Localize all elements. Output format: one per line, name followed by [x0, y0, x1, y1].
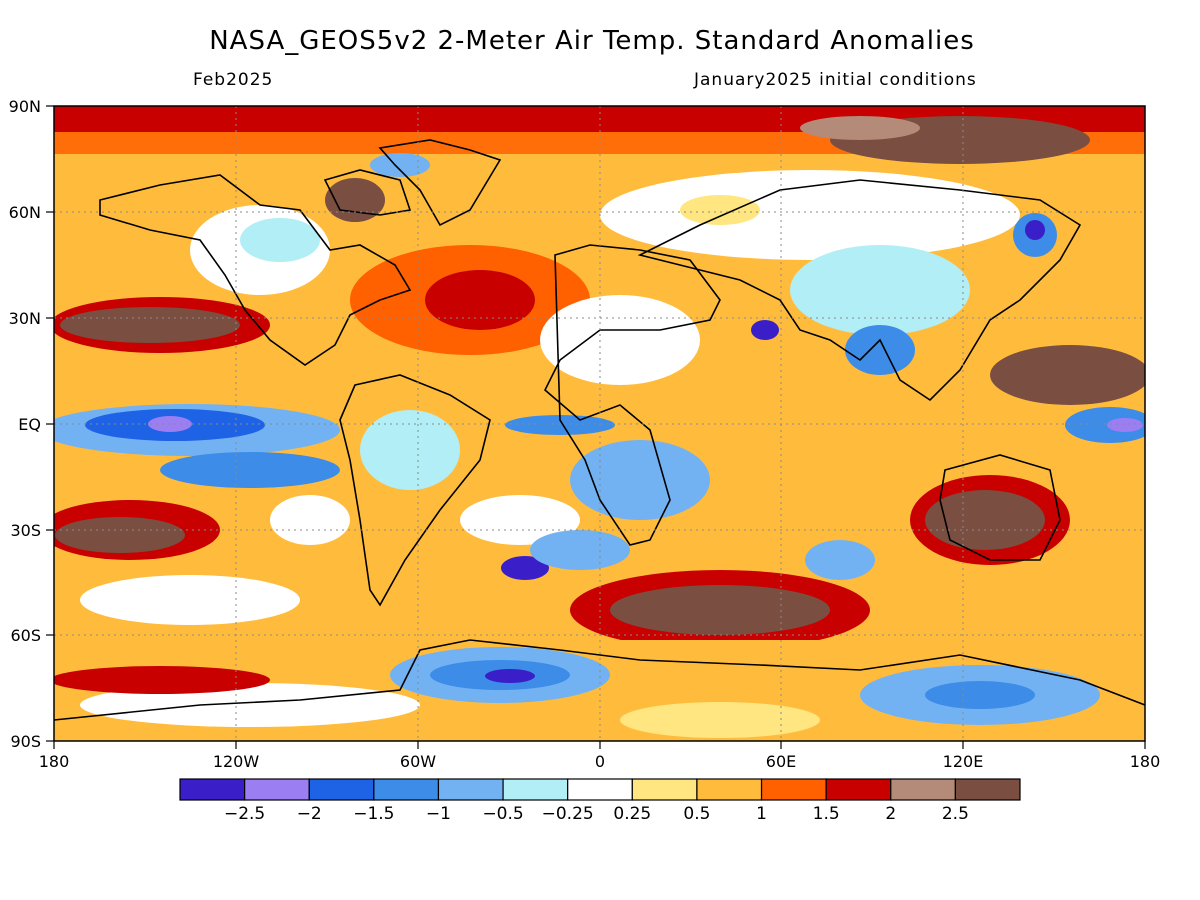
graticule — [54, 106, 1145, 741]
colorbar-label: −2.5 — [224, 804, 265, 824]
lat-tick-label: 90N — [9, 97, 41, 116]
colorbar-label: 2 — [885, 804, 896, 824]
colorbar-swatch — [890, 778, 956, 801]
map-title: NASA_GEOS5v2 2-Meter Air Temp. Standard … — [209, 26, 975, 56]
colorbar-swatch — [308, 778, 375, 801]
lat-tick-label: 30S — [10, 521, 41, 540]
colorbar-label: 0.5 — [683, 804, 710, 824]
colorbar-label: −2 — [297, 804, 322, 824]
lon-tick-label: 0 — [595, 752, 605, 771]
colorbar-swatch — [244, 778, 310, 801]
colorbar-swatch — [179, 778, 246, 801]
colorbar-label: 2.5 — [942, 804, 969, 824]
colorbar-label: 1.5 — [813, 804, 840, 824]
colorbar-swatch — [760, 778, 827, 801]
lon-tick-label: 60E — [766, 752, 796, 771]
lat-tick-label: 60S — [10, 626, 41, 645]
lat-tick-label: EQ — [18, 415, 41, 434]
longitude-labels: 180 120W 60W 0 60E 120E 180 — [39, 752, 1161, 771]
colorbar-swatch — [631, 778, 698, 801]
lon-tick-label: 60W — [400, 752, 436, 771]
latitude-labels: 90N 60N 30N EQ 30S 60S 90S — [9, 97, 41, 751]
colorbar-label: −1.5 — [353, 804, 394, 824]
colorbar-label: −0.5 — [482, 804, 523, 824]
colorbar-label: 0.25 — [613, 804, 651, 824]
lat-tick-label: 90S — [10, 732, 41, 751]
tick-marks — [46, 105, 1146, 749]
lon-tick-label: 120W — [213, 752, 260, 771]
colorbar-swatch — [954, 778, 1021, 801]
lon-tick-label: 120E — [943, 752, 984, 771]
lon-tick-label: 180 — [1130, 752, 1161, 771]
colorbar-swatch — [437, 778, 504, 801]
colorbar-swatch — [567, 778, 633, 801]
valid-month-label: Feb2025 — [193, 70, 274, 90]
colorbar-label: −0.25 — [542, 804, 594, 824]
colorbar: −2.5 −2 −1.5 −1 −0.5 −0.25 0.25 0.5 1 1.5 2 2.5 — [179, 778, 1021, 824]
anomaly-field — [54, 106, 1145, 741]
colorbar-swatch — [696, 778, 763, 801]
lat-tick-label: 60N — [9, 203, 41, 222]
colorbar-label: −1 — [426, 804, 451, 824]
initial-conditions-label: January2025 initial conditions — [694, 70, 977, 90]
lon-tick-label: 180 — [39, 752, 70, 771]
colorbar-swatch — [502, 778, 569, 801]
coastlines — [54, 139, 1145, 721]
colorbar-swatch — [825, 778, 892, 801]
colorbar-label: 1 — [756, 804, 767, 824]
colorbar-swatch — [373, 778, 440, 801]
lat-tick-label: 30N — [9, 309, 41, 328]
